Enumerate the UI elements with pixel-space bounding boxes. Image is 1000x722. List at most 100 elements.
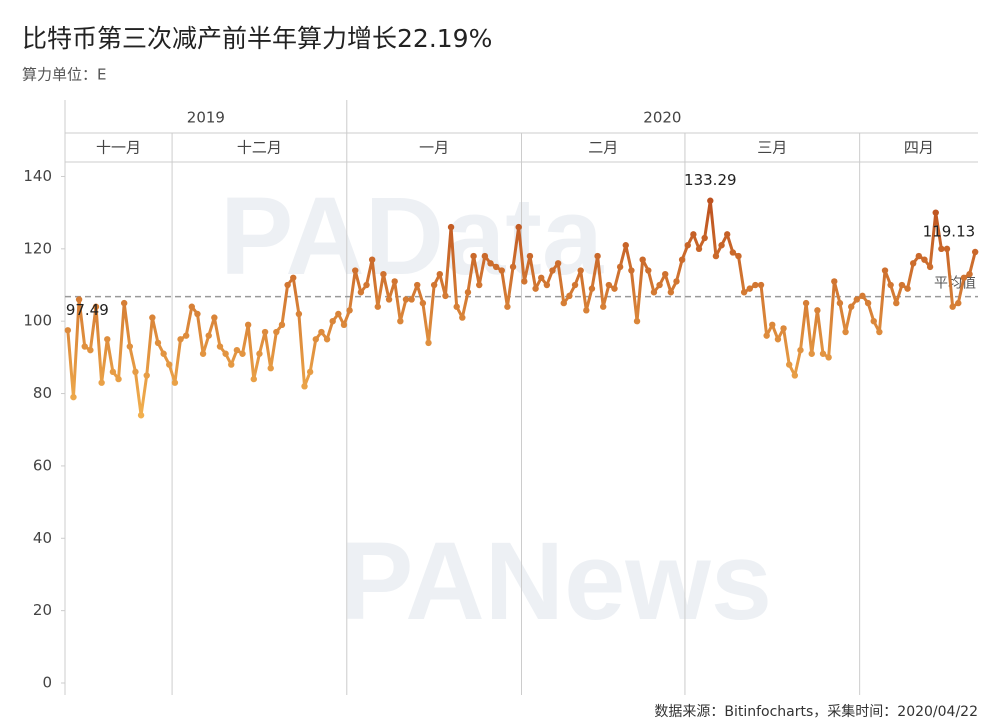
- data-point: [740, 289, 748, 296]
- data-point: [301, 383, 308, 390]
- data-point: [476, 281, 483, 289]
- data-point: [87, 346, 94, 354]
- data-point: [509, 263, 517, 271]
- data-point: [633, 317, 641, 325]
- data-point: [98, 379, 105, 386]
- data-point: [616, 263, 624, 271]
- data-point: [656, 281, 663, 289]
- data-point: [222, 350, 229, 357]
- data-point: [690, 231, 697, 238]
- data-point: [419, 299, 427, 307]
- data-label: 133.29: [684, 171, 737, 189]
- data-point: [368, 256, 376, 263]
- data-point: [228, 361, 235, 368]
- chart-title: 比特币第三次减产前半年算力增长22.19%: [22, 24, 492, 53]
- data-point: [684, 242, 691, 249]
- data-point: [960, 274, 968, 281]
- data-point: [971, 248, 979, 256]
- data-point: [391, 278, 398, 285]
- data-point: [459, 314, 466, 321]
- y-tick-label: 80: [33, 384, 52, 402]
- data-point: [943, 245, 951, 253]
- data-point: [763, 332, 770, 339]
- data-point: [340, 321, 348, 329]
- data-point: [318, 328, 325, 336]
- data-point: [735, 252, 742, 260]
- data-point: [335, 310, 342, 318]
- data-point: [526, 252, 534, 260]
- year-label: 2019: [187, 109, 225, 127]
- data-point: [769, 321, 776, 329]
- data-point: [436, 270, 443, 278]
- data-point: [414, 281, 421, 289]
- data-point: [915, 252, 923, 260]
- data-point: [182, 332, 190, 339]
- y-tick-label: 0: [42, 674, 52, 692]
- y-tick-label: 20: [33, 601, 52, 619]
- data-point: [909, 260, 917, 267]
- data-point: [673, 278, 680, 285]
- data-point: [549, 267, 556, 274]
- data-point: [188, 303, 196, 310]
- data-point: [678, 256, 686, 263]
- data-point: [628, 267, 635, 274]
- data-point: [363, 281, 370, 289]
- data-point: [397, 317, 404, 325]
- data-point: [887, 281, 894, 289]
- data-point: [898, 281, 906, 289]
- data-point: [104, 336, 111, 343]
- data-point: [639, 256, 646, 263]
- data-point: [244, 321, 252, 329]
- data-point: [757, 281, 765, 289]
- data-point: [216, 343, 224, 350]
- month-label: 十二月: [237, 139, 282, 157]
- data-point: [481, 252, 489, 260]
- data-point: [853, 296, 861, 303]
- data-point: [802, 299, 810, 307]
- data-point: [949, 303, 956, 310]
- data-point: [273, 328, 280, 336]
- data-point: [718, 242, 725, 249]
- data-point: [464, 289, 472, 296]
- data-point: [380, 270, 387, 278]
- data-point: [81, 343, 88, 350]
- data-point: [199, 350, 207, 357]
- data-point: [847, 303, 855, 310]
- data-point: [115, 375, 122, 383]
- data-point: [560, 299, 567, 307]
- data-point: [498, 267, 505, 274]
- data-point: [194, 310, 201, 318]
- data-point: [290, 274, 297, 281]
- data-point: [921, 256, 928, 263]
- data-point: [588, 285, 596, 292]
- y-tick-label: 120: [23, 239, 52, 257]
- data-point: [239, 350, 246, 357]
- data-point: [583, 307, 590, 314]
- data-point: [306, 368, 314, 376]
- data-point: [538, 274, 545, 281]
- data-point: [774, 336, 782, 343]
- data-point: [442, 292, 449, 300]
- data-point: [707, 197, 714, 204]
- data-point: [819, 350, 827, 357]
- year-label: 2020: [643, 109, 681, 127]
- data-point: [814, 307, 821, 314]
- data-point: [425, 339, 432, 347]
- data-point: [329, 317, 336, 325]
- data-point: [487, 260, 494, 267]
- data-point: [859, 292, 866, 300]
- data-point: [701, 234, 708, 242]
- watermark: PAData: [220, 175, 604, 298]
- data-label: 119.13: [923, 222, 976, 240]
- data-point: [543, 281, 551, 289]
- data-point: [746, 285, 753, 292]
- data-point: [876, 328, 883, 336]
- data-point: [870, 317, 877, 325]
- data-point: [357, 289, 365, 296]
- data-point: [250, 375, 257, 383]
- data-point: [504, 303, 511, 310]
- data-point: [650, 289, 658, 296]
- data-point: [408, 296, 415, 303]
- y-tick-label: 60: [33, 456, 52, 474]
